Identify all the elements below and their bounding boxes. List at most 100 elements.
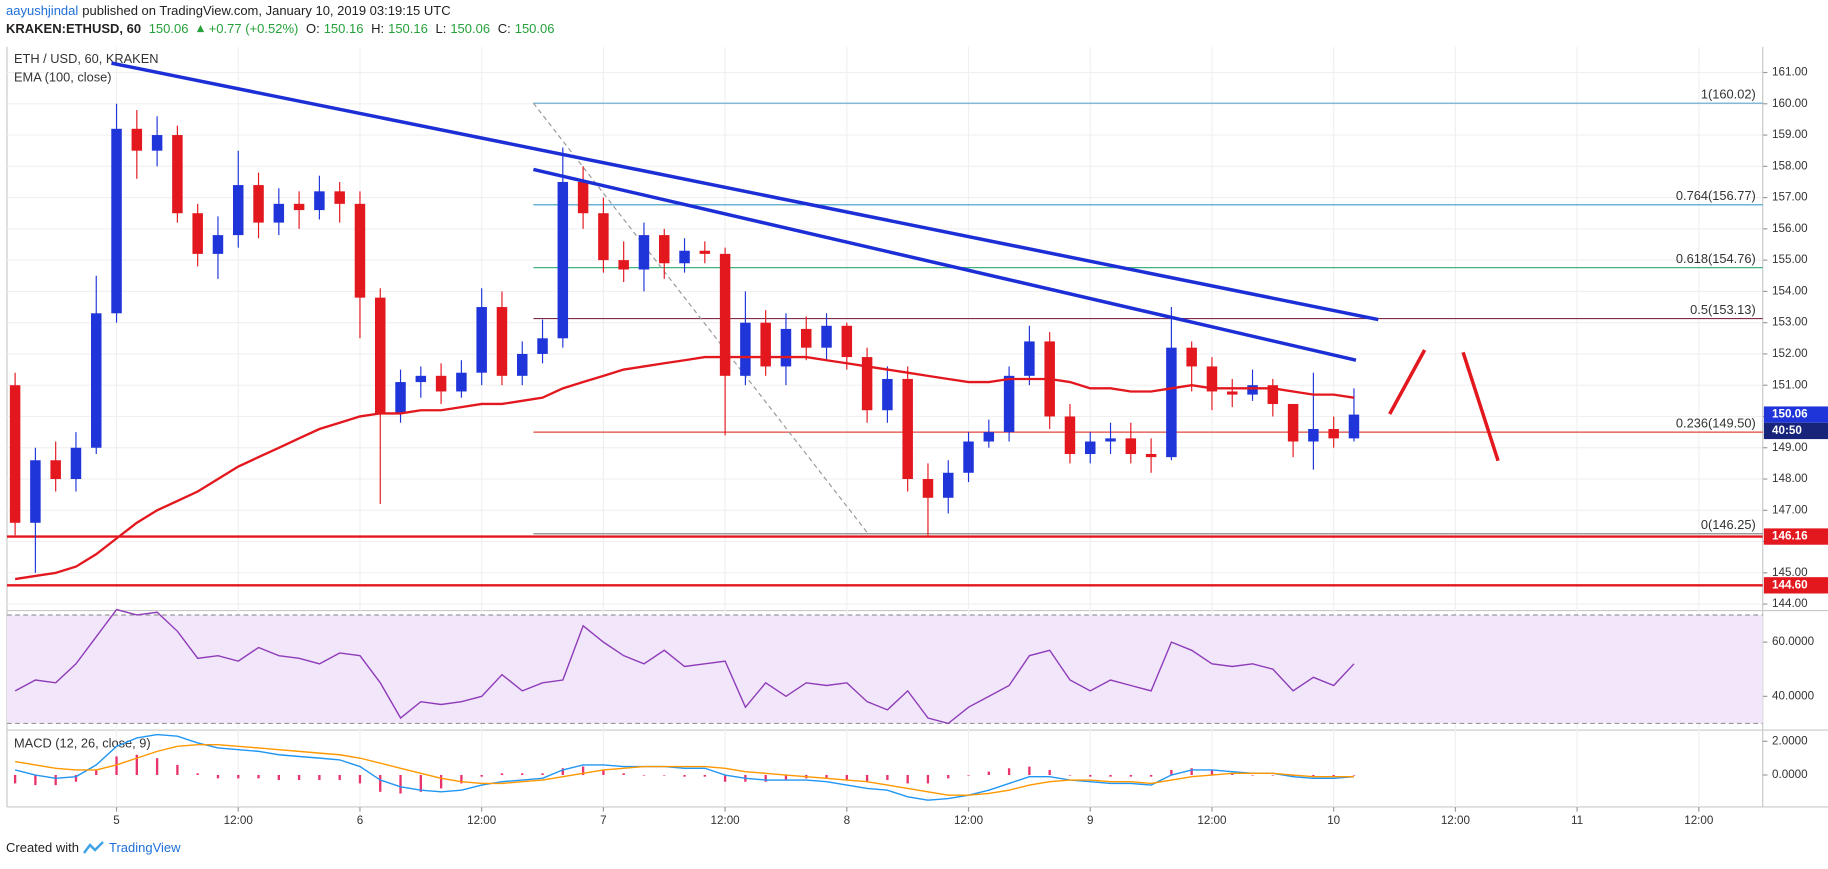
- x-tick-label: 11: [1571, 814, 1583, 827]
- x-tick-label: 9: [1087, 814, 1093, 827]
- ema-line: [14, 355, 1355, 581]
- y-tick-label: 147.00: [1772, 503, 1808, 516]
- ohlc-value: 150.06: [450, 21, 491, 36]
- candle-body: [719, 253, 731, 376]
- candle-body: [375, 297, 386, 414]
- series-line: [14, 608, 1355, 725]
- histogram-bar: [1109, 774, 1112, 777]
- histogram-bar: [703, 774, 706, 777]
- candle-body: [496, 307, 508, 376]
- candle-body: [598, 213, 609, 261]
- price-label: 146.16: [1772, 530, 1808, 543]
- panel-title: ETH / USD, 60, KRAKEN: [14, 51, 159, 66]
- candle-body: [1085, 441, 1096, 455]
- fib-label: 0.764(156.77): [1676, 188, 1756, 203]
- y-tick-label: 151.00: [1772, 378, 1808, 391]
- logo: [82, 840, 104, 854]
- candle-body: [841, 325, 853, 358]
- candle-body: [111, 128, 122, 314]
- y-tick-label: 2.0000: [1772, 734, 1808, 747]
- candle-body: [1226, 391, 1238, 395]
- histogram-bar: [74, 774, 78, 782]
- histogram-bar: [34, 774, 37, 786]
- y-tick-label: 149.00: [1772, 441, 1808, 454]
- ohlc-key: H:: [371, 21, 385, 36]
- countdown: 40:50: [1772, 424, 1802, 437]
- brand[interactable]: TradingView: [108, 840, 181, 855]
- histogram-bar: [926, 774, 930, 784]
- histogram-bar: [581, 766, 585, 775]
- candle-body: [1247, 385, 1258, 395]
- symbol: KRAKEN:ETHUSD, 60: [6, 21, 142, 36]
- published: published on TradingView.com, January 10…: [82, 3, 451, 18]
- x-tick-label: 12:00: [1197, 814, 1227, 827]
- candle-body: [131, 128, 143, 151]
- fib-label: 0.236(149.50): [1676, 415, 1756, 430]
- histogram-bar: [784, 774, 788, 781]
- histogram-bar: [987, 771, 990, 775]
- histogram-bar: [460, 774, 463, 784]
- author[interactable]: aayushjindal: [6, 3, 79, 18]
- x-tick-label: 8: [844, 814, 850, 827]
- candle-body: [91, 313, 102, 448]
- histogram-bar: [865, 774, 869, 782]
- candle-body: [821, 325, 832, 348]
- candle-body: [151, 135, 163, 151]
- candle-body: [395, 382, 406, 414]
- candle-body: [50, 460, 61, 480]
- histogram-bar: [237, 774, 240, 779]
- candle-body: [273, 203, 285, 223]
- x-tick-label: 5: [113, 814, 119, 827]
- candle-body: [1125, 438, 1137, 455]
- histogram-bar: [297, 774, 301, 781]
- panel-title: MACD (12, 26, close, 9): [14, 735, 151, 750]
- histogram-bar: [176, 764, 179, 775]
- series-line: [15, 744, 1354, 796]
- histogram-bar: [277, 774, 280, 781]
- y-tick-label: 159.00: [1772, 128, 1808, 141]
- footer: Created with TradingView: [6, 840, 181, 855]
- candle-body: [537, 338, 548, 354]
- histogram-bar: [95, 769, 98, 775]
- candle-body: [192, 213, 203, 254]
- histogram-bar: [1170, 769, 1173, 775]
- histogram-bar: [1089, 774, 1092, 777]
- header-line: KRAKEN:ETHUSD, 60 150.06 +0.77 (+0.52%) …: [6, 20, 558, 38]
- y-tick-label: 160.00: [1772, 97, 1808, 110]
- histogram-bar: [1231, 773, 1234, 775]
- histogram-bar: [1068, 774, 1072, 776]
- fib-label: 0.618(154.76): [1676, 251, 1756, 266]
- histogram-bar: [196, 773, 199, 775]
- histogram-bar: [825, 774, 828, 779]
- y-tick-label: 155.00: [1772, 253, 1808, 266]
- ohlc-value: 150.16: [388, 21, 428, 36]
- last-price-box: [1763, 406, 1828, 423]
- x-tick-label: 12:00: [224, 814, 254, 827]
- projection-up: [1388, 349, 1427, 415]
- candle-body: [1024, 341, 1035, 376]
- plot-layer: 5 12:00 6 12:00 7 12:00 8 12:00 9 12:00 10 12:00 11 1…: [6, 46, 1828, 827]
- panel-subtitle: EMA (100, close): [14, 70, 112, 85]
- fib-label: 1(160.02): [1701, 86, 1756, 101]
- histogram-bar: [683, 774, 686, 777]
- histogram-bar: [1007, 768, 1011, 775]
- x-tick-label: 12:00: [954, 814, 984, 827]
- histogram-bar: [967, 774, 970, 776]
- candle-body: [659, 235, 670, 264]
- candle-body: [212, 235, 224, 254]
- histogram-bar: [1129, 774, 1132, 777]
- histogram-bar: [663, 774, 666, 776]
- histogram-bar: [318, 774, 321, 781]
- candle-body: [983, 432, 995, 442]
- histogram-bar: [115, 756, 118, 775]
- candle-body: [902, 378, 913, 480]
- histogram-bar: [622, 773, 625, 775]
- candle-body: [476, 307, 487, 373]
- histogram-bar: [1312, 774, 1315, 777]
- histogram-bar: [1352, 774, 1356, 776]
- candle-body: [577, 181, 589, 214]
- histogram-bar: [480, 774, 483, 777]
- y-tick-label: 144.00: [1772, 597, 1808, 610]
- histogram-bar: [602, 769, 605, 775]
